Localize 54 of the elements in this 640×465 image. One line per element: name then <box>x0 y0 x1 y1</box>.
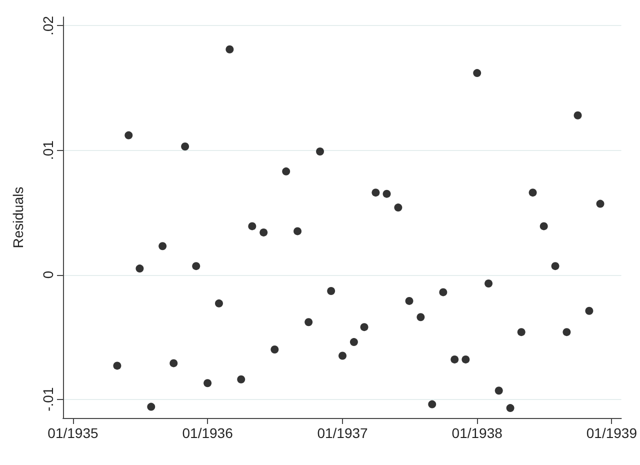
point <box>327 286 336 295</box>
point <box>416 313 425 322</box>
point <box>551 262 560 270</box>
point <box>439 288 448 296</box>
y-axis-title: Residuals <box>10 186 26 248</box>
point <box>147 402 156 411</box>
y-tick-label: .01 <box>40 140 56 160</box>
point <box>248 222 256 230</box>
y-tick-label: -.01 <box>40 387 56 412</box>
x-tick-label: 01/1935 <box>48 425 98 441</box>
point <box>170 359 178 368</box>
x-tick-label: 01/1939 <box>586 425 638 441</box>
y-tick-label: .02 <box>40 16 56 36</box>
point <box>585 306 594 315</box>
point <box>226 45 234 54</box>
point <box>484 280 493 288</box>
point <box>462 355 470 364</box>
point <box>517 328 526 336</box>
point <box>113 362 122 370</box>
point <box>596 200 604 208</box>
point <box>316 148 324 156</box>
point <box>382 190 391 198</box>
point <box>282 167 290 176</box>
x-tick-label: 01/1938 <box>452 425 503 441</box>
point <box>350 338 358 346</box>
point <box>506 404 514 412</box>
point <box>360 323 368 332</box>
point <box>428 400 436 408</box>
point <box>372 188 380 197</box>
point <box>158 242 167 250</box>
point <box>237 375 246 384</box>
point <box>574 111 582 120</box>
point <box>192 262 200 270</box>
point <box>562 328 571 336</box>
x-tick-label: 01/1936 <box>182 425 234 441</box>
point <box>304 318 313 326</box>
point <box>136 264 144 273</box>
point <box>338 352 347 360</box>
point <box>540 222 548 230</box>
point <box>528 188 537 197</box>
point <box>294 227 302 236</box>
point <box>494 386 503 395</box>
point <box>405 296 414 305</box>
point <box>473 69 482 78</box>
point <box>124 131 133 140</box>
point <box>260 228 268 236</box>
point <box>204 379 212 388</box>
y-tick-label: 0 <box>40 270 56 279</box>
point <box>270 346 279 354</box>
point <box>394 204 402 212</box>
point <box>181 142 190 151</box>
point <box>214 299 223 308</box>
x-tick-label: 01/1937 <box>317 425 368 441</box>
point <box>450 355 459 364</box>
